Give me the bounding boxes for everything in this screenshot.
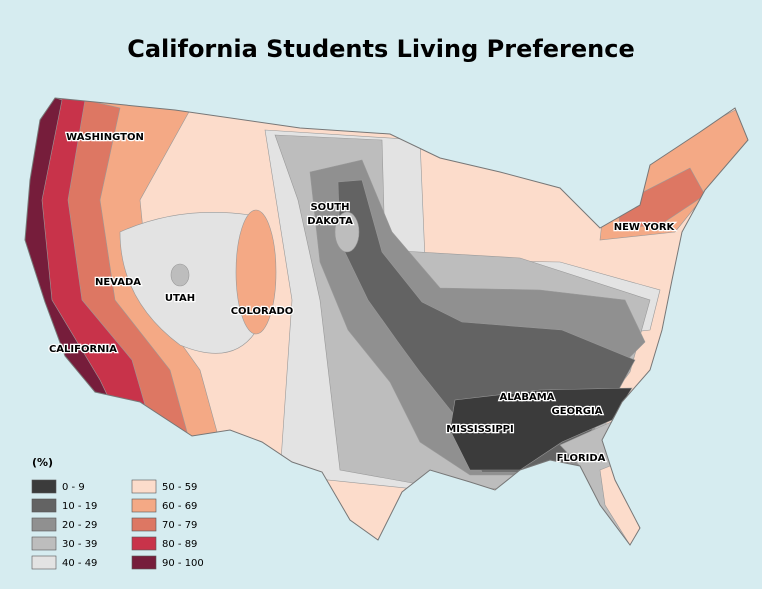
legend-swatch xyxy=(131,479,157,494)
legend-label: 80 - 89 xyxy=(162,539,197,550)
legend-label: 40 - 49 xyxy=(62,558,97,569)
state-label: UTAH xyxy=(165,293,195,304)
legend-label: 60 - 69 xyxy=(162,501,197,512)
legend-label: 10 - 19 xyxy=(62,501,97,512)
state-label: GEORGIA xyxy=(552,406,603,417)
state-label: CALIFORNIA xyxy=(49,344,117,355)
legend-swatch xyxy=(131,555,157,570)
state-label: FLORIDA xyxy=(557,453,606,464)
us-outline xyxy=(24,97,749,546)
legend-swatch xyxy=(131,536,157,551)
legend-swatch xyxy=(31,517,57,532)
legend-swatch xyxy=(31,536,57,551)
legend-label: 20 - 29 xyxy=(62,520,97,531)
zone xyxy=(235,209,277,335)
legend-swatch xyxy=(31,498,57,513)
legend-swatch xyxy=(131,498,157,513)
legend-label: 30 - 39 xyxy=(62,539,97,550)
legend-label: 70 - 79 xyxy=(162,520,197,531)
state-label: ALABAMA xyxy=(500,392,555,403)
legend-label: 50 - 59 xyxy=(162,482,197,493)
state-label: WASHINGTON xyxy=(66,132,144,143)
legend-label: 0 - 9 xyxy=(62,482,85,493)
title: California Students Living Preference xyxy=(127,35,635,63)
state-label: SOUTH xyxy=(310,202,349,213)
state-label: NEVADA xyxy=(95,277,141,288)
state-label: DAKOTA xyxy=(307,216,353,227)
legend-swatch xyxy=(31,555,57,570)
state-label: COLORADO xyxy=(231,306,294,317)
legend-title: (%) xyxy=(32,456,53,469)
zone xyxy=(449,387,633,471)
legend-swatch xyxy=(131,517,157,532)
legend-label: 90 - 100 xyxy=(162,558,204,569)
legend: 0 - 9 10 - 19 20 - 29 30 - 39 40 - 49 50 - 59… xyxy=(31,479,204,570)
zone xyxy=(170,263,190,287)
state-label: NEW YORK xyxy=(614,222,676,233)
zone xyxy=(617,167,706,229)
legend-swatch xyxy=(31,479,57,494)
state-label: MISSISSIPPI xyxy=(446,424,513,435)
zone xyxy=(334,211,360,253)
